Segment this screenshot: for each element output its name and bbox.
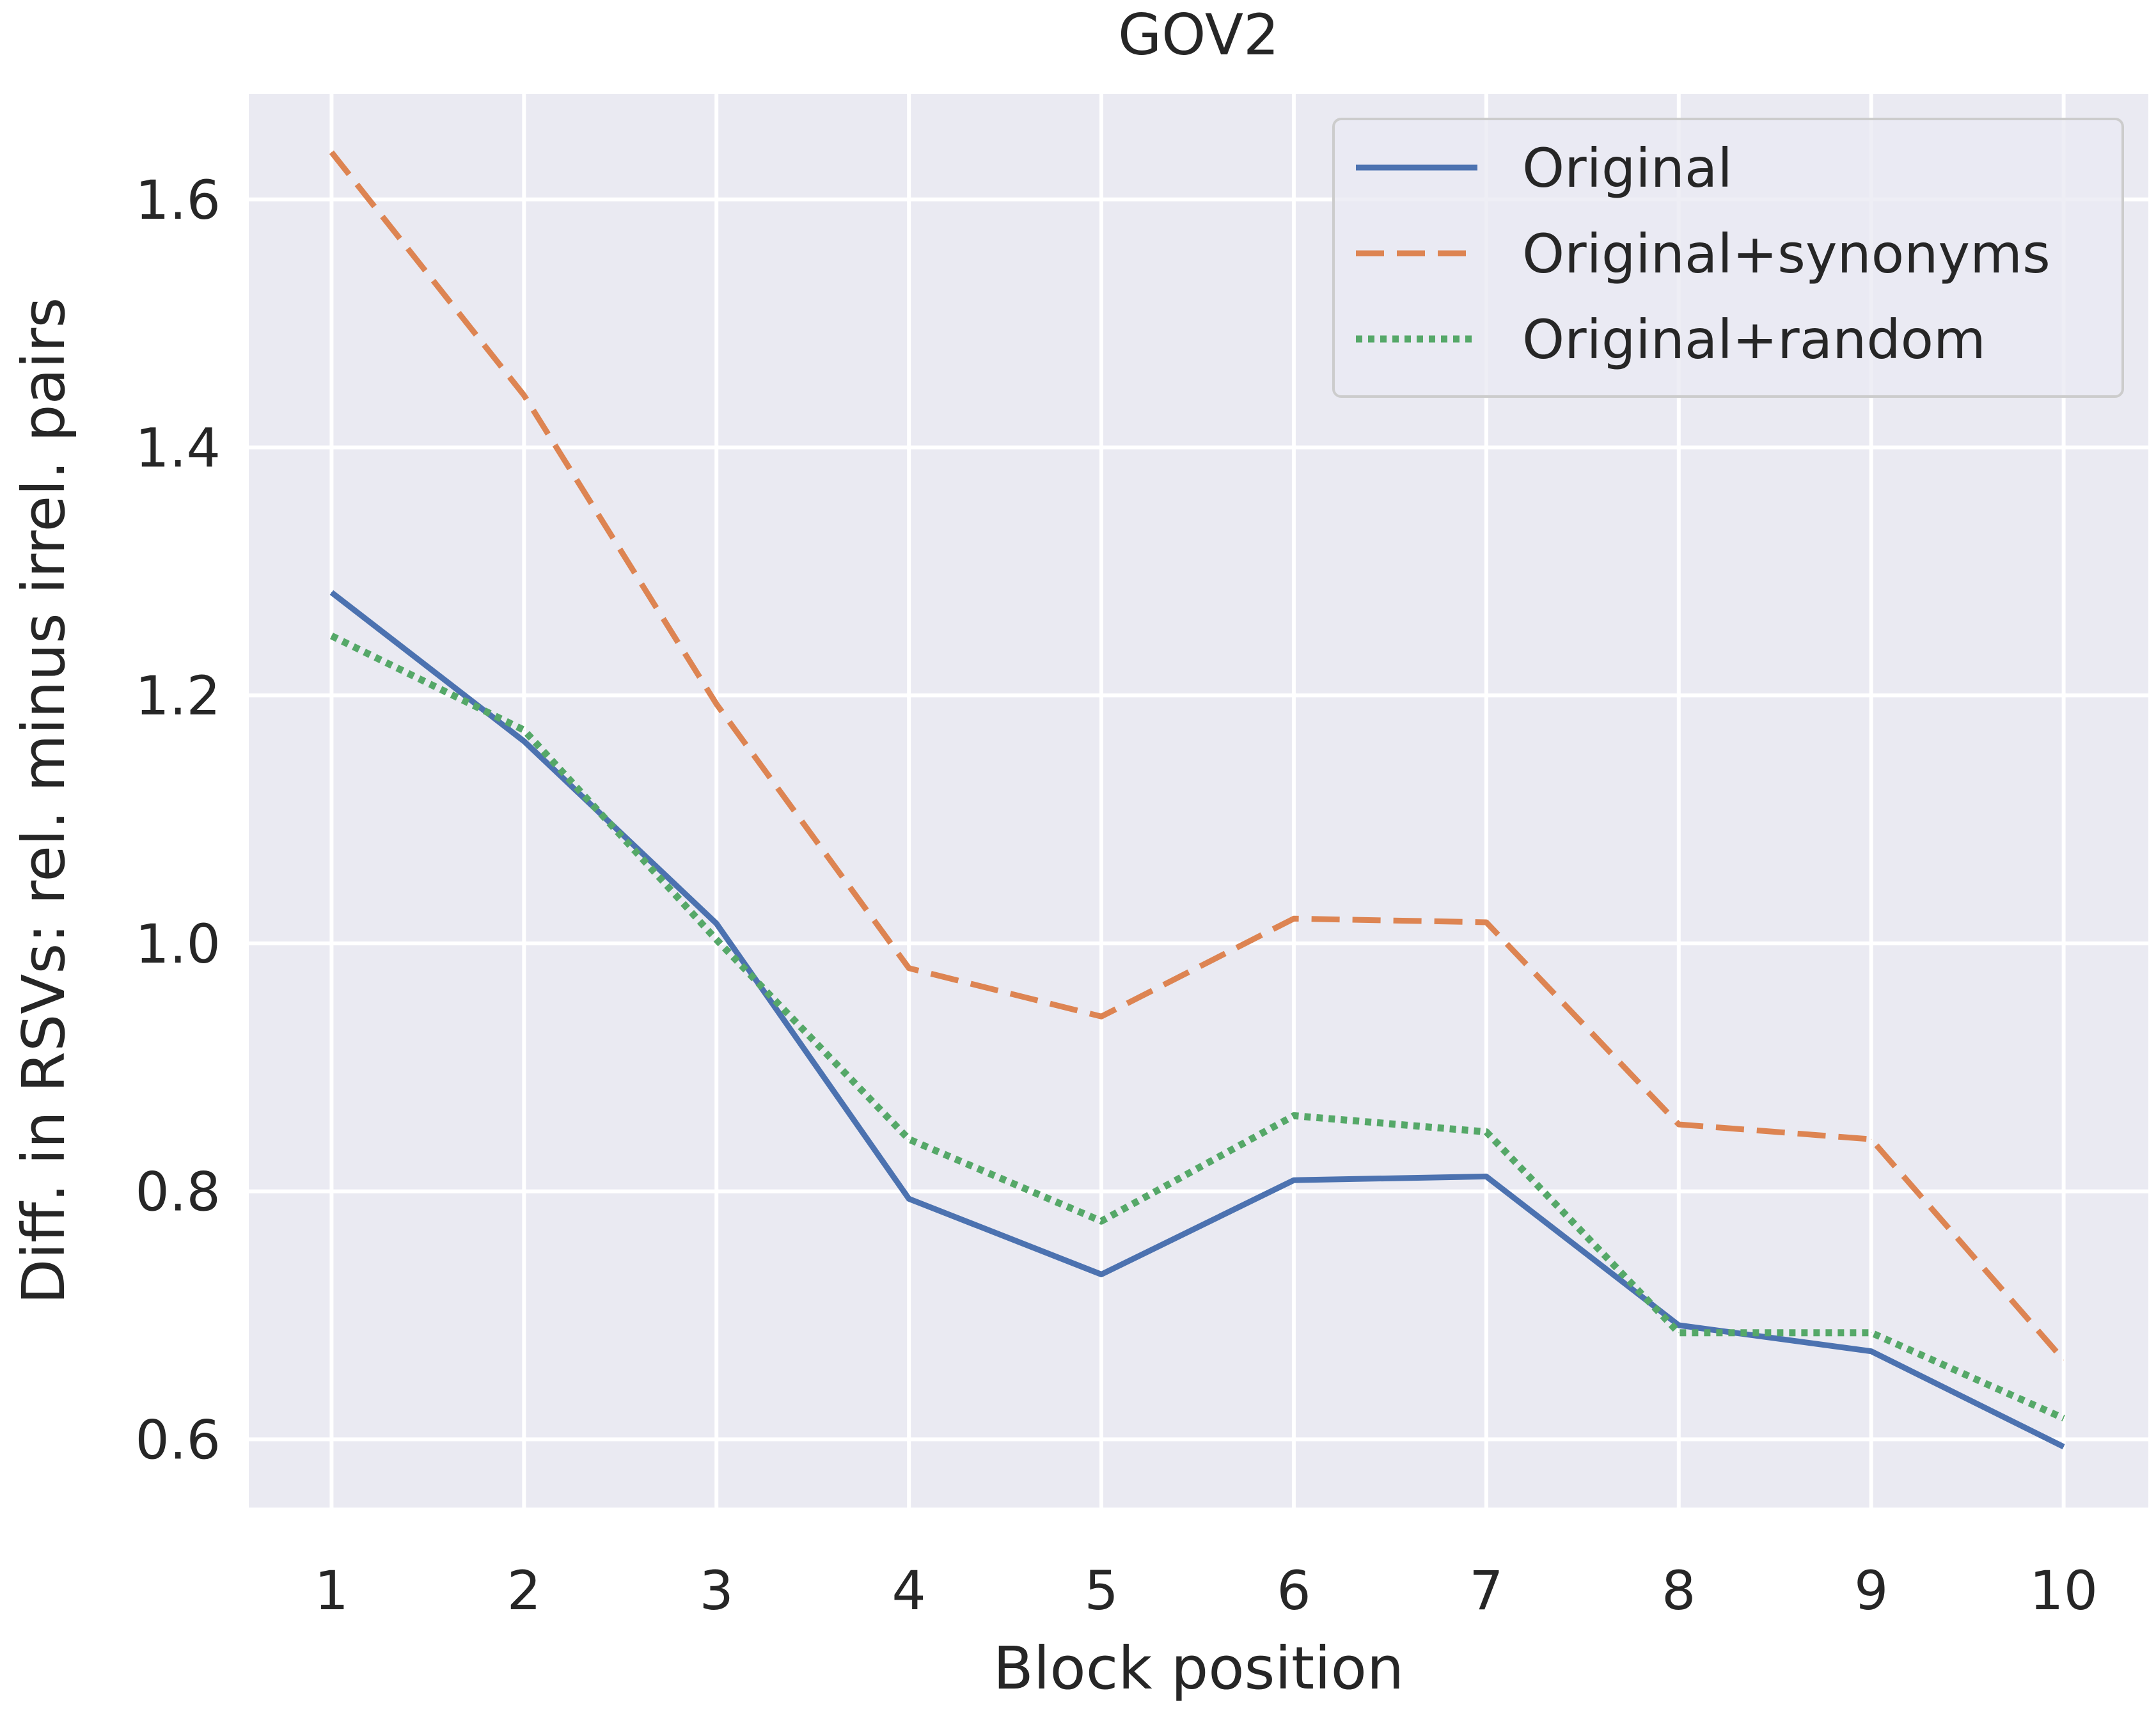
data-point-original bbox=[331, 592, 332, 593]
legend: Original Original+synonyms Original+random bbox=[1332, 118, 2124, 398]
series-lines bbox=[329, 150, 2066, 1450]
series-line-original-synonyms bbox=[329, 150, 2066, 1362]
y-tick-label: 0.8 bbox=[135, 1161, 221, 1224]
y-tick-label: 1.2 bbox=[135, 665, 221, 727]
x-tick-label: 6 bbox=[1277, 1559, 1310, 1622]
x-tick-label: 1 bbox=[315, 1559, 349, 1622]
chart-title: GOV2 bbox=[1118, 2, 1279, 68]
legend-label-original: Original bbox=[1522, 137, 1733, 200]
data-point-original-random bbox=[1101, 1220, 1102, 1222]
x-tick-label: 5 bbox=[1084, 1559, 1118, 1622]
data-point-original-random bbox=[2063, 1417, 2065, 1419]
data-point-original bbox=[1101, 1274, 1102, 1275]
x-tick-label: 8 bbox=[1662, 1559, 1696, 1622]
data-point-original bbox=[1678, 1325, 1680, 1326]
series-line-original-random bbox=[329, 633, 2065, 1422]
data-point-original bbox=[716, 923, 717, 924]
x-tick-label: 7 bbox=[1469, 1559, 1503, 1622]
x-tick-label: 10 bbox=[2029, 1559, 2098, 1622]
legend-label-original-random: Original+random bbox=[1522, 308, 1986, 371]
data-point-original-synonyms bbox=[331, 152, 332, 153]
y-tick-label: 0.6 bbox=[135, 1408, 221, 1471]
y-axis-label: Diff. in RSVs: rel. minus irrel. pairs bbox=[10, 297, 78, 1305]
legend-label-original-synonyms: Original+synonyms bbox=[1522, 223, 2050, 285]
y-tick-labels: 0.6 0.8 1.0 1.2 1.4 1.6 bbox=[135, 169, 221, 1472]
x-tick-label: 2 bbox=[507, 1559, 541, 1622]
y-tick-label: 1.6 bbox=[135, 169, 221, 232]
y-tick-label: 1.4 bbox=[135, 417, 221, 480]
data-point-original-random bbox=[1678, 1332, 1680, 1334]
y-tick-label: 1.0 bbox=[135, 913, 221, 975]
legend-box bbox=[1332, 118, 2124, 398]
x-tick-label: 3 bbox=[699, 1559, 733, 1622]
x-tick-labels: 1 2 3 4 5 6 7 8 9 10 bbox=[315, 1559, 2098, 1622]
data-point-original-synonyms bbox=[1678, 1124, 1680, 1125]
x-axis-label: Block position bbox=[993, 1634, 1404, 1703]
data-point-original-synonyms bbox=[1101, 1016, 1102, 1017]
x-tick-label: 4 bbox=[892, 1559, 925, 1622]
x-tick-label: 9 bbox=[1854, 1559, 1888, 1622]
